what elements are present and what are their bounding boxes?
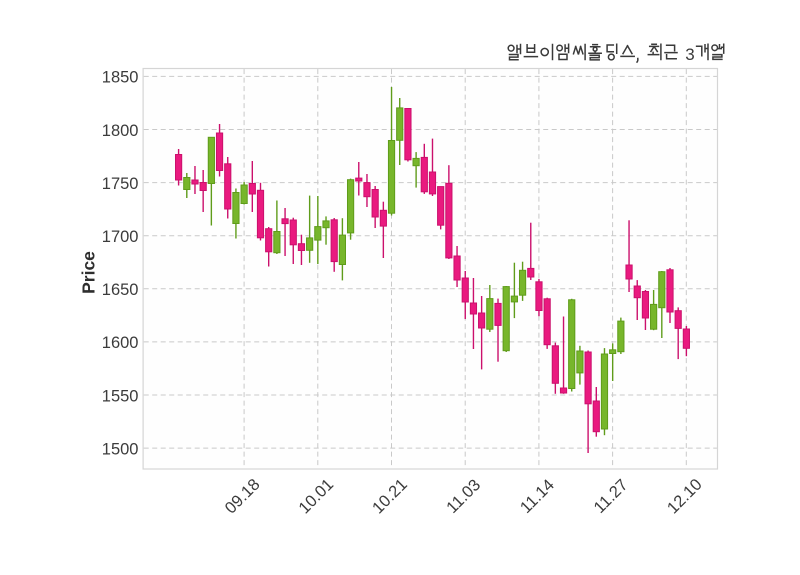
svg-text:1700: 1700 (102, 228, 139, 246)
svg-text:Price: Price (79, 251, 99, 294)
svg-text:1850: 1850 (102, 69, 139, 87)
svg-text:11.14: 11.14 (517, 476, 558, 517)
svg-text:1800: 1800 (102, 122, 139, 140)
svg-text:1600: 1600 (102, 334, 139, 352)
svg-text:10.01: 10.01 (295, 475, 337, 517)
svg-text:1500: 1500 (102, 440, 139, 458)
svg-text:10.21: 10.21 (369, 475, 411, 517)
svg-text:11.27: 11.27 (591, 476, 632, 517)
svg-text:1650: 1650 (102, 281, 139, 299)
svg-text:09.18: 09.18 (222, 475, 264, 517)
svg-text:1550: 1550 (102, 387, 139, 405)
svg-text:1750: 1750 (102, 175, 139, 193)
svg-text:12.10: 12.10 (664, 475, 706, 517)
svg-text:11.03: 11.03 (443, 476, 484, 517)
svg-text:3: 3 (685, 45, 694, 64)
